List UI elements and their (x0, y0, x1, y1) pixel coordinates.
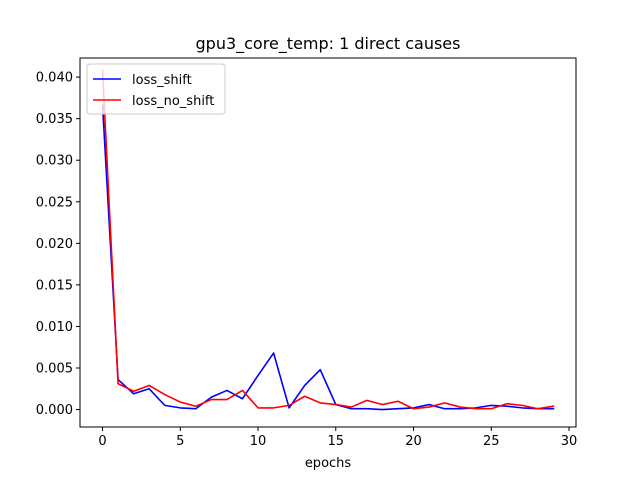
legend: loss_shift loss_no_shift (86, 63, 226, 115)
y-tick-label: 0.020 (36, 237, 73, 252)
y-tick-label: 0.000 (36, 403, 73, 418)
x-tick-label: 25 (483, 434, 500, 449)
y-tick-label: 0.010 (36, 320, 73, 335)
legend-label-loss-shift: loss_shift (132, 73, 192, 88)
chart-title: gpu3_core_temp: 1 direct causes (196, 34, 461, 54)
legend-label-loss-no-shift: loss_no_shift (132, 94, 214, 109)
y-tick-label: 0.025 (36, 195, 73, 210)
legend-box (86, 63, 226, 115)
series-line-loss-no-shift (101, 69, 555, 410)
x-axis-label: epochs (305, 456, 352, 471)
x-tick-label: 30 (561, 434, 578, 449)
x-tick-label: 10 (250, 434, 267, 449)
plot-area: 0 5 10 15 20 25 30 0.000 0.005 0.010 0.015 0.020 0.0… (36, 57, 578, 449)
y-tick-label: 0.015 (36, 278, 73, 293)
x-tick-label: 0 (98, 434, 106, 449)
y-tick-label: 0.040 (36, 71, 73, 86)
x-tick-label: 5 (176, 434, 184, 449)
x-tick-label: 15 (328, 434, 345, 449)
y-tick-label: 0.030 (36, 154, 73, 169)
axes-frame (79, 57, 577, 428)
y-tick-label: 0.035 (36, 112, 73, 127)
series-line-loss-shift (101, 104, 555, 411)
y-tick-label: 0.005 (36, 361, 73, 376)
x-tick-label: 20 (405, 434, 422, 449)
